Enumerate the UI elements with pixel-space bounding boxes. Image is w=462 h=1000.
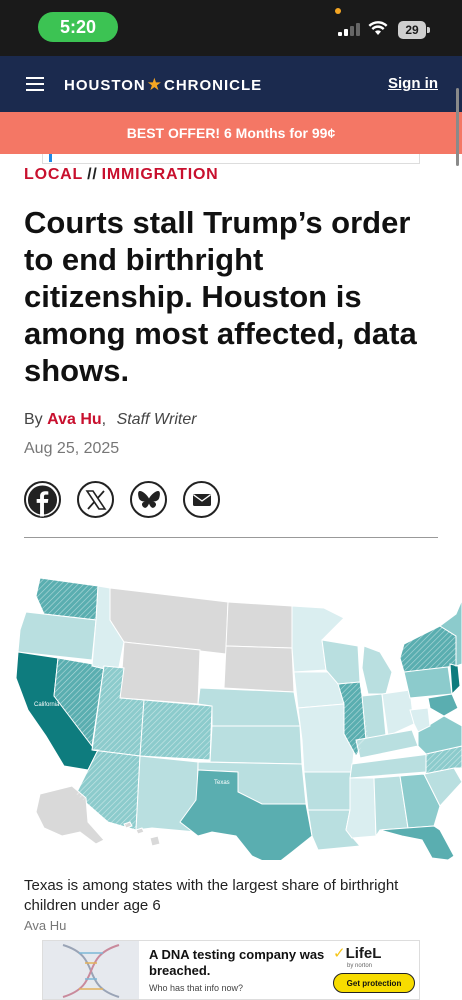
map-state-arkansas	[303, 771, 353, 811]
map-state-maryland	[427, 693, 459, 717]
byline-prefix: By	[24, 411, 43, 428]
map-label-texas: Texas	[214, 780, 230, 786]
map-state-new-jersey	[449, 663, 461, 696]
author-role: Staff Writer	[116, 411, 197, 428]
cellular-signal-icon	[338, 23, 360, 36]
image-credit: Ava Hu	[24, 918, 67, 933]
map-state-new-mexico	[135, 755, 199, 833]
map-label-california: California	[34, 702, 60, 708]
map-state-north-dakota	[225, 601, 293, 649]
section-link-immigration[interactable]: IMMIGRATION	[101, 166, 219, 183]
email-icon	[192, 493, 211, 506]
share-facebook-button[interactable]	[24, 481, 61, 518]
bluesky-icon	[137, 490, 160, 508]
share-x-button[interactable]	[77, 481, 114, 518]
top-ad-slot[interactable]	[42, 154, 420, 164]
map-state-florida	[379, 825, 455, 860]
status-time: 5:20	[38, 12, 118, 42]
subscription-offer-banner[interactable]: BEST OFFER! 6 Months for 99¢	[0, 112, 462, 154]
facebook-icon	[27, 484, 58, 516]
section-breadcrumb: LOCAL//IMMIGRATION	[24, 166, 219, 184]
map-state-hatching	[36, 578, 462, 830]
breadcrumb-separator: //	[87, 166, 98, 183]
share-buttons	[24, 481, 220, 518]
bottom-advertisement[interactable]: A DNA testing company was breached. Who …	[42, 940, 420, 1000]
byline-comma: ,	[101, 411, 107, 428]
sign-in-link[interactable]: Sign in	[388, 75, 438, 92]
battery-tip	[427, 27, 430, 33]
share-email-button[interactable]	[183, 481, 220, 518]
section-link-local[interactable]: LOCAL	[24, 166, 84, 183]
site-header: HOUSTON ★ CHRONICLE Sign in	[0, 56, 462, 112]
map-state-ohio	[381, 689, 415, 737]
divider	[24, 537, 438, 538]
privacy-indicator-dot	[335, 8, 341, 14]
author-link[interactable]: Ava Hu	[47, 411, 102, 428]
map-state-kansas	[209, 725, 303, 765]
ad-cta-button[interactable]: Get protection	[333, 973, 415, 993]
map-caption: Texas is among states with the largest s…	[24, 877, 399, 914]
scrollbar[interactable]	[456, 88, 459, 166]
map-state-oregon	[17, 611, 97, 661]
byline: By Ava Hu, Staff Writer	[24, 411, 197, 429]
dna-helix-image	[43, 941, 139, 999]
share-bluesky-button[interactable]	[130, 481, 167, 518]
map-state-west-virginia	[409, 707, 431, 733]
logo-text-houston: HOUSTON	[64, 76, 146, 94]
x-icon	[85, 489, 106, 510]
map-state-nebraska	[197, 687, 301, 727]
publish-date: Aug 25, 2025	[24, 440, 120, 457]
map-state-michigan	[361, 645, 393, 695]
us-states-choropleth-map[interactable]: California Texas	[0, 560, 462, 860]
ad-brand-logo: ✓LifeL	[333, 944, 381, 962]
map-state-georgia	[399, 773, 441, 829]
map-state-texas	[179, 769, 313, 860]
check-icon: ✓	[333, 945, 346, 962]
ad-headline: A DNA testing company was breached.	[149, 947, 325, 978]
logo-text-chronicle: CHRONICLE	[163, 76, 263, 94]
article-headline: Courts stall Trump’s order to end birthr…	[24, 205, 417, 388]
star-icon: ★	[146, 75, 163, 94]
map-state-wyoming	[119, 641, 201, 705]
map-state-south-dakota	[223, 645, 295, 693]
battery-icon: 29	[398, 21, 426, 39]
site-logo[interactable]: HOUSTON ★ CHRONICLE	[64, 75, 262, 95]
status-bar: 5:20 29	[0, 0, 462, 56]
ad-brand-name: LifeL	[345, 945, 382, 962]
menu-icon[interactable]	[26, 77, 44, 91]
map-state-mississippi	[345, 777, 377, 839]
ad-brand-subtext: by norton	[347, 963, 373, 969]
ad-subtitle: Who has that info now?	[149, 983, 244, 993]
wifi-icon	[368, 20, 388, 41]
